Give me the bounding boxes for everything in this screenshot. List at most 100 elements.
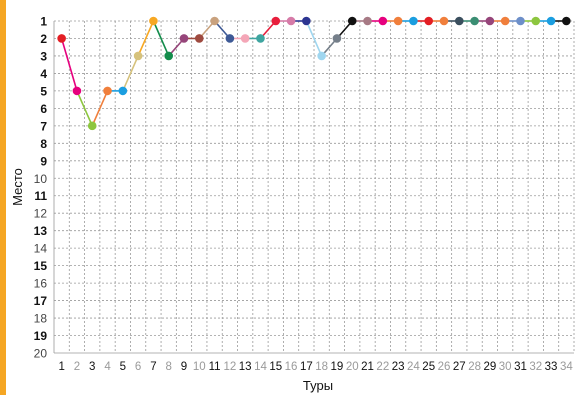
data-point	[133, 51, 143, 61]
x-tick-label: 18	[315, 361, 328, 373]
data-point	[531, 16, 541, 26]
x-tick-label: 17	[300, 361, 313, 373]
x-tick-label: 15	[269, 361, 282, 373]
data-point	[439, 16, 449, 26]
data-point	[317, 51, 326, 61]
x-tick-label: 27	[453, 361, 466, 373]
line-segment	[305, 20, 323, 57]
y-tick-label: 9	[40, 154, 47, 168]
x-tick-label: 9	[181, 361, 187, 373]
data-point	[57, 34, 66, 43]
x-tick-label: 22	[376, 361, 389, 373]
x-tick-label: 33	[545, 361, 558, 373]
y-tick-label: 7	[40, 119, 47, 133]
y-tick-label: 2	[40, 32, 47, 46]
data-point	[454, 16, 464, 26]
data-point	[271, 16, 281, 26]
x-tick-label: 34	[560, 361, 573, 373]
line-segment	[152, 20, 170, 57]
y-tick-label: 5	[40, 84, 47, 98]
x-tick-label: 6	[135, 361, 141, 373]
data-point	[424, 16, 434, 26]
x-tick-label: 5	[120, 361, 126, 373]
data-points	[57, 16, 571, 131]
data-point	[516, 16, 525, 26]
x-tick-label: 20	[346, 361, 359, 373]
x-tick-label: 23	[392, 361, 405, 373]
y-axis-label: Место	[10, 168, 25, 206]
x-tick-label: 19	[331, 361, 344, 373]
data-point	[409, 16, 418, 26]
data-point	[286, 16, 296, 26]
data-point	[225, 34, 235, 43]
data-point	[210, 16, 219, 26]
y-tick-label: 14	[34, 242, 48, 256]
x-tick-label: 11	[209, 361, 221, 373]
y-tick-label: 11	[34, 189, 47, 203]
data-point	[332, 34, 342, 43]
data-point	[164, 51, 174, 61]
y-tick-label: 6	[40, 102, 47, 116]
y-tick-label: 19	[34, 329, 48, 343]
x-tick-label: 32	[529, 361, 542, 373]
data-point	[118, 86, 128, 96]
data-point	[240, 34, 250, 43]
x-tick-label: 29	[483, 361, 496, 373]
x-tick-label: 12	[223, 361, 236, 373]
line-segment	[91, 90, 109, 127]
line-segment	[122, 55, 139, 92]
data-point	[72, 86, 82, 96]
data-point	[103, 86, 112, 96]
x-tick-label: 14	[254, 361, 267, 373]
data-point	[485, 16, 495, 26]
y-tick-label: 13	[34, 224, 48, 238]
x-tick-label: 31	[514, 361, 527, 373]
data-point	[470, 16, 479, 26]
x-tick-label: 25	[422, 361, 435, 373]
x-tick-label: 10	[193, 361, 206, 373]
data-point	[194, 34, 204, 43]
data-point	[347, 16, 357, 26]
line-segment	[60, 38, 78, 92]
x-tick-label: 28	[468, 361, 481, 373]
x-tick-labels: 1 2 3 4 5 6 7 8 9 10 11 12 13 14 15 16 17 18 19 20 21 22 23 24 2…	[58, 361, 573, 373]
y-tick-label: 3	[40, 49, 47, 63]
x-tick-label: 21	[361, 361, 374, 373]
x-tick-label: 30	[499, 361, 512, 373]
x-tick-label: 24	[407, 361, 420, 373]
data-point	[393, 16, 403, 26]
x-tick-label: 2	[74, 361, 80, 373]
data-point	[363, 16, 372, 26]
y-tick-label: 20	[34, 347, 48, 361]
line-segment	[76, 90, 93, 127]
y-tick-label: 12	[34, 207, 48, 221]
x-tick-label: 26	[438, 361, 451, 373]
x-tick-label: 16	[285, 361, 298, 373]
data-point	[562, 16, 571, 26]
y-tick-label: 18	[34, 312, 48, 326]
x-tick-label: 13	[239, 361, 252, 373]
x-tick-label: 8	[166, 361, 172, 373]
data-point	[546, 16, 556, 26]
x-tick-label: 3	[89, 361, 95, 373]
x-tick-label: 7	[150, 361, 156, 373]
y-tick-label: 1	[40, 15, 47, 29]
y-tick-label: 17	[34, 294, 48, 308]
line-segment	[137, 20, 155, 57]
data-point	[149, 16, 158, 26]
data-point	[302, 16, 311, 26]
data-point	[378, 16, 388, 26]
x-axis-label: Туры	[303, 378, 333, 393]
x-tick-label: 4	[104, 361, 111, 373]
data-point	[87, 121, 97, 131]
y-tick-label: 8	[40, 137, 47, 151]
grid	[53, 20, 575, 354]
data-point	[179, 34, 189, 43]
accent-bar	[0, 0, 6, 395]
data-point	[256, 34, 265, 43]
y-tick-label: 15	[34, 259, 48, 273]
y-tick-label: 4	[40, 67, 47, 81]
y-tick-label: 16	[34, 277, 48, 291]
